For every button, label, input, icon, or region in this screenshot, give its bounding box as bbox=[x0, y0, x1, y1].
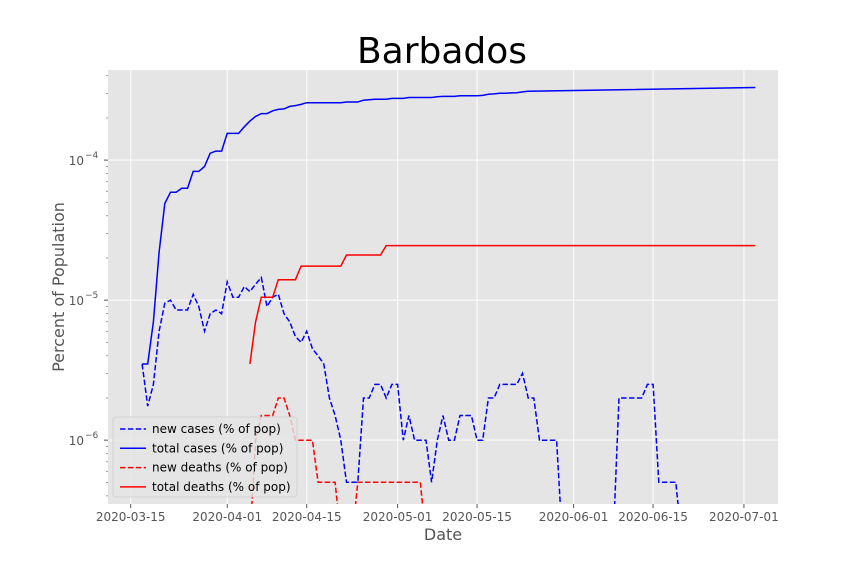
series-line bbox=[354, 481, 424, 504]
chart-title: Barbados bbox=[357, 31, 527, 72]
series-line bbox=[613, 383, 679, 504]
x-tick-label: 2020-06-15 bbox=[618, 510, 688, 524]
x-tick-label: 2020-04-01 bbox=[192, 510, 262, 524]
x-tick-label: 2020-04-15 bbox=[272, 510, 342, 524]
x-axis-label: Date bbox=[424, 525, 462, 544]
x-tick-label: 2020-05-15 bbox=[442, 510, 512, 524]
x-tick-label: 2020-05-01 bbox=[363, 510, 433, 524]
y-axis-label: Percent of Population bbox=[49, 202, 68, 372]
y-tick-label: 10 bbox=[69, 294, 84, 308]
series-0 bbox=[141, 275, 679, 504]
series-1 bbox=[142, 86, 756, 365]
series-3 bbox=[249, 244, 756, 365]
y-tick-exponent: −5 bbox=[85, 291, 98, 301]
x-tick-label: 2020-03-15 bbox=[96, 510, 166, 524]
x-tick-label: 2020-07-01 bbox=[709, 510, 779, 524]
legend-label: new deaths (% of pop) bbox=[152, 461, 288, 475]
legend-label: total cases (% of pop) bbox=[152, 441, 283, 455]
x-tick-label: 2020-06-01 bbox=[539, 510, 609, 524]
y-tick-exponent: −4 bbox=[85, 151, 99, 161]
series-line bbox=[142, 86, 756, 365]
y-tick-exponent: −6 bbox=[85, 431, 99, 441]
y-tick-label: 10 bbox=[69, 154, 84, 168]
legend: new cases (% of pop) total cases (% of po… bbox=[112, 416, 298, 498]
series-line bbox=[249, 244, 756, 365]
legend-label: total deaths (% of pop) bbox=[152, 480, 291, 494]
series-line bbox=[141, 275, 562, 504]
y-tick-label: 10 bbox=[69, 434, 84, 448]
ticks: 2020-03-15 2020-04-01 2020-04-15 2020-05-01… bbox=[69, 75, 779, 524]
legend-box bbox=[112, 416, 298, 498]
legend-label: new cases (% of pop) bbox=[152, 422, 281, 436]
